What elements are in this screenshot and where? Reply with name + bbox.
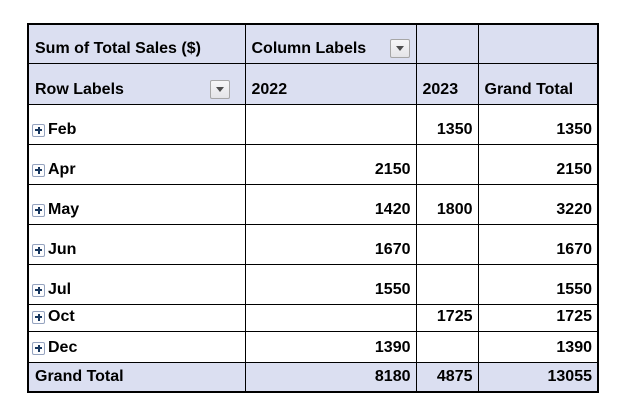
cell-grand-total[interactable]: 1350: [477, 103, 599, 145]
row-label-cell[interactable]: Jun: [27, 223, 246, 265]
expand-button[interactable]: [32, 310, 45, 324]
row-label-cell[interactable]: Dec: [27, 330, 246, 363]
pivot-title-cell[interactable]: Sum of Total Sales ($): [27, 23, 246, 64]
cell-2023[interactable]: 1350: [415, 103, 479, 145]
row-label-cell[interactable]: Feb: [27, 103, 246, 145]
cell-grand-total[interactable]: 3220: [477, 183, 599, 225]
cell-2022[interactable]: 2150: [244, 143, 417, 185]
cell-2023[interactable]: 1725: [415, 303, 479, 332]
cell-grand-total[interactable]: 1725: [477, 303, 599, 332]
empty-header-cell[interactable]: [477, 23, 599, 64]
table-row-apr: Apr 2150 2150: [27, 143, 599, 185]
row-label: May: [48, 200, 80, 218]
cell-grand-total[interactable]: 1390: [477, 330, 599, 363]
cell-2023[interactable]: [415, 330, 479, 363]
pivot-header-row-2: Row Labels 2022 2023 Grand Total: [27, 62, 599, 105]
table-row-feb: Feb 1350 1350: [27, 103, 599, 145]
row-label: Jun: [48, 240, 77, 258]
cell-grand-total[interactable]: 2150: [477, 143, 599, 185]
cell-2023[interactable]: 1800: [415, 183, 479, 225]
row-label: Apr: [48, 160, 76, 178]
cell-2022[interactable]: 1390: [244, 330, 417, 363]
table-row-oct: Oct 1725 1725: [27, 303, 599, 332]
table-row-jul: Jul 1550 1550: [27, 263, 599, 305]
row-label-cell[interactable]: Oct: [27, 303, 246, 332]
expand-button[interactable]: [32, 203, 45, 217]
grand-total-row: Grand Total 8180 4875 13055: [27, 361, 599, 393]
table-row-dec: Dec 1390 1390: [27, 330, 599, 363]
column-labels-cell[interactable]: Column Labels: [244, 23, 417, 64]
table-row-may: May 1420 1800 3220: [27, 183, 599, 225]
table-row-jun: Jun 1670 1670: [27, 223, 599, 265]
grand-total-total[interactable]: 13055: [477, 361, 599, 393]
row-label: Feb: [48, 120, 77, 138]
pivot-table: Sum of Total Sales ($) Column Labels Row…: [27, 23, 599, 393]
row-labels-text: Row Labels: [35, 80, 124, 98]
cell-grand-total[interactable]: 1670: [477, 223, 599, 265]
column-labels-filter-button[interactable]: [389, 38, 410, 58]
cell-2023[interactable]: [415, 263, 479, 305]
row-label-cell[interactable]: Apr: [27, 143, 246, 185]
expand-button[interactable]: [32, 283, 45, 297]
row-label: Jul: [48, 280, 72, 298]
row-label: Oct: [48, 307, 75, 325]
pivot-title: Sum of Total Sales ($): [35, 39, 201, 57]
expand-button[interactable]: [32, 243, 45, 257]
cell-2022[interactable]: [244, 303, 417, 332]
column-header-2023[interactable]: 2023: [415, 62, 479, 105]
cell-2022[interactable]: 1670: [244, 223, 417, 265]
column-labels-text: Column Labels: [251, 39, 367, 57]
grand-total-2022[interactable]: 8180: [244, 361, 417, 393]
chevron-down-icon: [395, 45, 404, 51]
row-label-cell[interactable]: Jul: [27, 263, 246, 305]
pivot-header-row-1: Sum of Total Sales ($) Column Labels: [27, 23, 599, 64]
column-header-2022[interactable]: 2022: [244, 62, 417, 105]
expand-button[interactable]: [32, 341, 45, 355]
cell-grand-total[interactable]: 1550: [477, 263, 599, 305]
row-label-cell[interactable]: May: [27, 183, 246, 225]
row-labels-cell[interactable]: Row Labels: [27, 62, 246, 105]
expand-button[interactable]: [32, 163, 45, 177]
grand-total-label-cell[interactable]: Grand Total: [27, 361, 246, 393]
cell-2022[interactable]: [244, 103, 417, 145]
cell-2023[interactable]: [415, 143, 479, 185]
cell-2022[interactable]: 1550: [244, 263, 417, 305]
column-header-grand-total[interactable]: Grand Total: [477, 62, 599, 105]
grand-total-2023[interactable]: 4875: [415, 361, 479, 393]
empty-header-cell[interactable]: [415, 23, 479, 64]
row-labels-filter-button[interactable]: [209, 79, 230, 99]
chevron-down-icon: [215, 86, 224, 92]
expand-button[interactable]: [32, 123, 45, 137]
row-label: Dec: [48, 338, 78, 356]
cell-2023[interactable]: [415, 223, 479, 265]
cell-2022[interactable]: 1420: [244, 183, 417, 225]
